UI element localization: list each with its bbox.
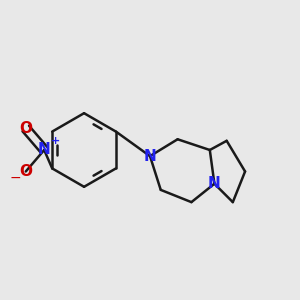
Text: −: −	[9, 171, 21, 184]
Text: O: O	[19, 164, 32, 179]
Text: N: N	[144, 148, 156, 164]
Text: N: N	[38, 142, 51, 158]
Text: N: N	[208, 176, 221, 191]
Text: O: O	[19, 121, 32, 136]
Text: +: +	[51, 136, 61, 146]
